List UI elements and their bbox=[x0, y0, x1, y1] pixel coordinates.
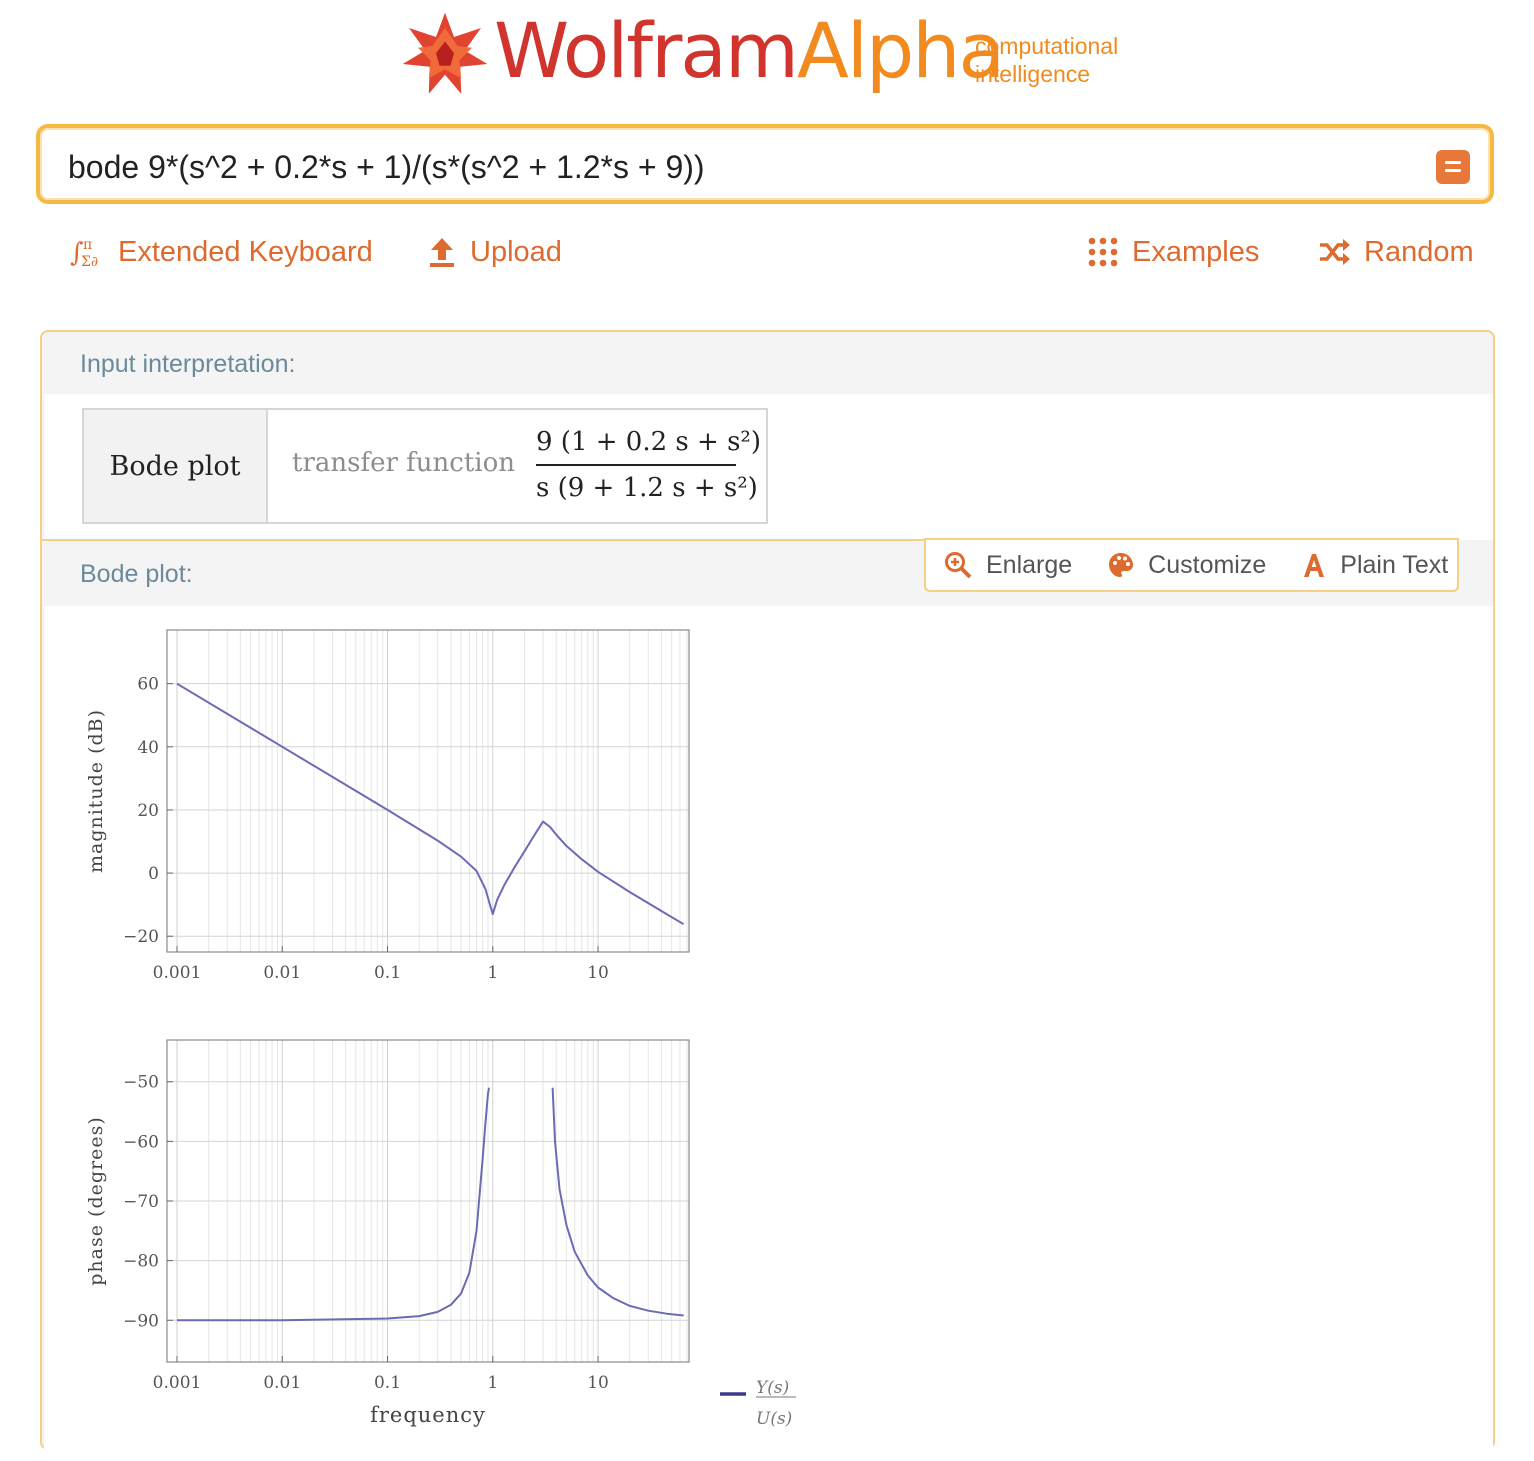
x-tick-label: 0.001 bbox=[153, 963, 202, 983]
y-tick-label: −90 bbox=[123, 1311, 159, 1331]
bode-panel-1: 60 40 20 0 −20 0.001 0.01 0.1 1 10 magnitude (dB) bbox=[85, 629, 690, 983]
palette-icon bbox=[1109, 553, 1134, 577]
y-tick-label: −60 bbox=[123, 1132, 159, 1152]
y-axis-label: phase (degrees) bbox=[85, 1116, 107, 1285]
bode-plot-title: Bode plot: bbox=[80, 560, 193, 588]
x-tick-label: 0.001 bbox=[153, 1373, 202, 1393]
pod-divider bbox=[42, 539, 924, 541]
x-axis-label: frequency bbox=[370, 1403, 486, 1427]
bode-panel-2: −50 −60 −70 −80 −90 0.001 0.01 0.1 1 10 phase (deg… bbox=[85, 1039, 796, 1429]
y-tick-label: 0 bbox=[148, 864, 159, 884]
fraction-bar bbox=[536, 464, 736, 466]
legend-numerator: Y(s) bbox=[756, 1378, 789, 1398]
grid-dots-icon bbox=[1088, 237, 1118, 267]
y-tick-label: −70 bbox=[123, 1192, 159, 1212]
y-tick-label: 40 bbox=[137, 738, 159, 758]
wolfram-spikey-icon bbox=[402, 12, 488, 94]
y-tick-label: −80 bbox=[123, 1252, 159, 1272]
upload-icon bbox=[430, 238, 454, 267]
svg-text:π: π bbox=[83, 237, 92, 253]
enlarge-label: Enlarge bbox=[986, 550, 1073, 579]
shuffle-icon bbox=[1320, 239, 1350, 265]
search-input[interactable] bbox=[66, 142, 1370, 192]
results-panel: Input interpretation: Bode plot transfer… bbox=[40, 330, 1495, 1456]
x-tick-label: 1 bbox=[487, 963, 498, 983]
plot-frame bbox=[166, 629, 690, 953]
extended-keyboard-label: Extended Keyboard bbox=[118, 235, 373, 268]
fraction-numerator: 9 (1 + 0.2 s + s²) bbox=[536, 427, 761, 457]
transfer-function-fraction: 9 (1 + 0.2 s + s²) s (9 + 1.2 s + s²) bbox=[536, 424, 761, 506]
x-tick-label: 1 bbox=[487, 1373, 498, 1393]
text-a-icon bbox=[1304, 554, 1325, 577]
plain-text-label: Plain Text bbox=[1340, 550, 1449, 579]
y-tick-label: 60 bbox=[137, 675, 159, 695]
series-line bbox=[551, 1087, 684, 1317]
y-axis-label: magnitude (dB) bbox=[85, 709, 107, 873]
svg-text:Σ∂: Σ∂ bbox=[81, 254, 98, 269]
x-tick-label: 0.01 bbox=[263, 1373, 301, 1393]
logo-tagline: computational intelligence bbox=[975, 33, 1119, 87]
pod-actions: Enlarge Customize Plain Text bbox=[924, 538, 1459, 592]
interpretation-table: Bode plot transfer function 9 (1 + 0.2 s… bbox=[82, 408, 768, 524]
search-box bbox=[36, 124, 1494, 204]
upload-button[interactable]: Upload bbox=[428, 232, 562, 272]
y-tick-label: −50 bbox=[123, 1073, 159, 1093]
interpretation-label: Bode plot bbox=[84, 410, 268, 522]
bode-plot-content: 60 40 20 0 −20 0.001 0.01 0.1 1 10 magnitude (dB) −… bbox=[44, 606, 1493, 1456]
random-button[interactable]: Random bbox=[1318, 232, 1474, 272]
series-line bbox=[176, 682, 685, 926]
transfer-function-label: transfer function bbox=[292, 448, 516, 478]
input-interpretation-content: Bode plot transfer function 9 (1 + 0.2 s… bbox=[44, 394, 1493, 540]
x-tick-label: 10 bbox=[587, 963, 609, 983]
x-tick-label: 0.1 bbox=[374, 963, 401, 983]
random-label: Random bbox=[1364, 235, 1474, 268]
input-interpretation-title: Input interpretation: bbox=[80, 350, 296, 378]
legend-denominator: U(s) bbox=[756, 1409, 792, 1429]
math-keyboard-icon: ∫ π Σ∂ bbox=[70, 237, 98, 269]
plain-text-button[interactable]: Plain Text bbox=[1284, 551, 1466, 580]
zoom-in-icon bbox=[945, 552, 972, 579]
customize-label: Customize bbox=[1148, 550, 1267, 579]
x-tick-label: 10 bbox=[587, 1373, 609, 1393]
fraction-denominator: s (9 + 1.2 s + s²) bbox=[536, 473, 758, 503]
y-tick-label: 20 bbox=[137, 801, 159, 821]
examples-label: Examples bbox=[1132, 235, 1260, 268]
y-tick-label: −20 bbox=[123, 927, 159, 947]
customize-button[interactable]: Customize bbox=[1090, 551, 1284, 580]
enlarge-button[interactable]: Enlarge bbox=[926, 551, 1090, 580]
upload-label: Upload bbox=[470, 235, 562, 268]
x-tick-label: 0.01 bbox=[263, 963, 301, 983]
bode-plot-chart: 60 40 20 0 −20 0.001 0.01 0.1 1 10 magnitude (dB) −… bbox=[85, 629, 796, 1429]
equals-icon[interactable] bbox=[1436, 150, 1470, 184]
examples-button[interactable]: Examples bbox=[1088, 232, 1259, 272]
wolframalpha-logo[interactable]: WolframAlpha computational intelligence bbox=[0, 0, 1534, 110]
extended-keyboard-button[interactable]: ∫ π Σ∂ Extended Keyboard bbox=[70, 232, 373, 272]
svg-text:∫: ∫ bbox=[70, 238, 84, 268]
logo-wordmark: WolframAlpha bbox=[494, 6, 1005, 95]
x-tick-label: 0.1 bbox=[374, 1373, 401, 1393]
series-line bbox=[177, 1087, 490, 1322]
